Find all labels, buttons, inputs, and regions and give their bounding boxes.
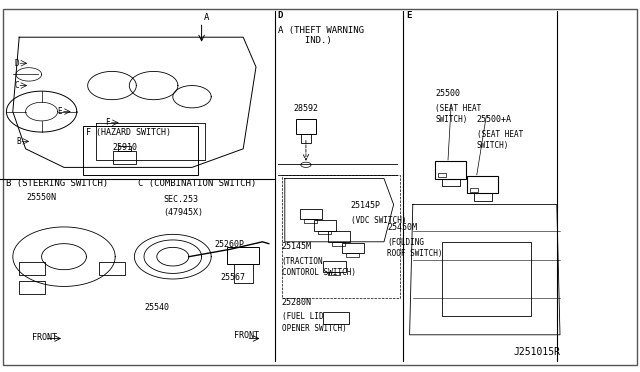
Bar	[19, 262, 45, 275]
Text: C (COMBINATION SWITCH): C (COMBINATION SWITCH)	[138, 179, 256, 187]
Text: 25500: 25500	[435, 89, 460, 98]
Bar	[314, 220, 336, 231]
Bar	[346, 253, 359, 257]
Text: 25500+A: 25500+A	[477, 115, 512, 124]
Text: 25280N: 25280N	[282, 298, 312, 307]
Bar	[318, 231, 331, 234]
Text: (VDC SWITCH): (VDC SWITCH)	[351, 216, 406, 225]
Bar	[332, 242, 345, 246]
Text: 25540: 25540	[144, 303, 169, 312]
Text: 25145M: 25145M	[282, 242, 312, 251]
Text: OPENER SWITCH): OPENER SWITCH)	[282, 324, 346, 333]
Text: SWITCH): SWITCH)	[477, 141, 509, 150]
Bar	[300, 209, 322, 219]
Bar	[323, 261, 346, 272]
Bar	[304, 219, 317, 223]
Text: (TRACTION: (TRACTION	[282, 257, 323, 266]
Text: A: A	[204, 13, 209, 22]
Bar	[282, 175, 400, 298]
Bar	[467, 176, 498, 193]
Bar	[227, 247, 259, 264]
Bar	[296, 119, 316, 134]
Text: B (STEERING SWITCH): B (STEERING SWITCH)	[6, 179, 109, 187]
Text: 25260P: 25260P	[214, 240, 244, 249]
Text: C: C	[14, 81, 19, 90]
Text: D: D	[277, 11, 282, 20]
Text: B: B	[16, 137, 20, 146]
Text: SEC.253: SEC.253	[163, 195, 198, 204]
Bar	[301, 134, 311, 143]
Bar	[474, 193, 492, 201]
Text: D: D	[14, 59, 19, 68]
Text: 25550N: 25550N	[27, 193, 56, 202]
Text: (SEAT HEAT: (SEAT HEAT	[435, 104, 481, 113]
Bar	[113, 151, 136, 164]
Bar	[470, 188, 478, 192]
Text: E: E	[58, 107, 62, 116]
Bar	[328, 231, 350, 242]
Bar	[118, 146, 131, 151]
Bar	[342, 243, 364, 253]
Text: 25450M: 25450M	[387, 223, 417, 232]
Text: 28592: 28592	[293, 104, 319, 113]
Text: E: E	[406, 11, 412, 20]
Bar	[438, 173, 446, 177]
Text: F: F	[106, 118, 110, 127]
FancyBboxPatch shape	[83, 126, 198, 175]
Bar	[442, 242, 531, 316]
Text: SWITCH): SWITCH)	[435, 115, 468, 124]
Text: F (HAZARD SWITCH): F (HAZARD SWITCH)	[86, 128, 172, 137]
Text: ROOF SWITCH): ROOF SWITCH)	[387, 249, 443, 258]
Bar	[234, 264, 253, 283]
Text: 25910: 25910	[112, 143, 138, 152]
Bar	[435, 161, 466, 179]
Text: 25145P: 25145P	[351, 201, 381, 210]
Bar	[19, 281, 45, 294]
Text: (FOLDING: (FOLDING	[387, 238, 424, 247]
Text: (FUEL LID: (FUEL LID	[282, 312, 323, 321]
Text: CONTOROL SWITCH): CONTOROL SWITCH)	[282, 268, 356, 277]
Text: 25567: 25567	[221, 273, 246, 282]
Text: A (THEFT WARNING
     IND.): A (THEFT WARNING IND.)	[278, 26, 364, 45]
Bar	[442, 179, 460, 186]
Text: J251015R: J251015R	[513, 347, 560, 357]
Bar	[328, 272, 340, 275]
Text: FRONT: FRONT	[234, 331, 259, 340]
Text: FRONT: FRONT	[32, 333, 58, 342]
Bar	[99, 262, 125, 275]
Text: (SEAT HEAT: (SEAT HEAT	[477, 130, 523, 139]
Bar	[323, 312, 349, 324]
Text: (47945X): (47945X)	[163, 208, 204, 217]
